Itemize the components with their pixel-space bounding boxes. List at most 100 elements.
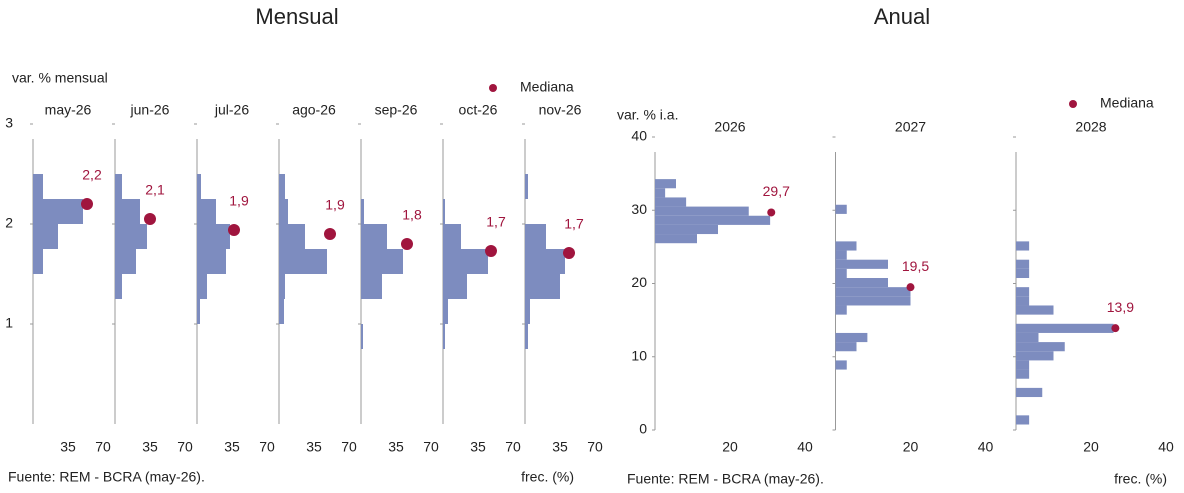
- x-tick-label: 35: [552, 439, 568, 455]
- bar: [655, 188, 666, 198]
- bar: [525, 299, 530, 324]
- median-label: 2,1: [145, 182, 165, 198]
- bar: [279, 199, 288, 224]
- bar: [835, 241, 857, 251]
- bar: [1016, 332, 1039, 343]
- bar: [1016, 241, 1030, 251]
- bar: [1016, 287, 1030, 297]
- bar: [33, 249, 43, 274]
- y-tick-label: 1: [5, 315, 13, 331]
- subplot-title: 2028: [1075, 119, 1106, 135]
- bar: [1016, 296, 1030, 306]
- bar: [655, 215, 771, 225]
- bar: [443, 249, 488, 274]
- median-marker: [1111, 324, 1120, 333]
- median-label: 1,7: [486, 214, 506, 230]
- x-tick-label: 40: [797, 439, 813, 455]
- bar: [197, 299, 200, 324]
- panel-title: Anual: [874, 4, 930, 29]
- median-marker: [563, 247, 575, 259]
- x-tick-label: 20: [722, 439, 738, 455]
- bar: [1016, 268, 1030, 279]
- median-marker: [324, 228, 336, 240]
- y-tick-label: 2: [5, 215, 13, 231]
- bar: [835, 204, 847, 214]
- x-tick-label: 70: [259, 439, 275, 455]
- legend-marker: [1069, 100, 1077, 108]
- bar: [33, 199, 83, 224]
- bar: [279, 224, 305, 249]
- bar: [115, 174, 122, 199]
- bar: [1016, 351, 1054, 361]
- median-label: 1,7: [564, 216, 584, 232]
- subplot-title: ago-26: [292, 102, 336, 118]
- bar: [525, 324, 528, 349]
- x-tick-label: 70: [505, 439, 521, 455]
- median-marker: [906, 283, 915, 292]
- legend-marker: [489, 84, 497, 92]
- bar: [835, 360, 847, 370]
- x-axis-label: frec. (%): [521, 469, 574, 485]
- subplot-title: jun-26: [130, 102, 170, 118]
- y-tick-label: 40: [631, 128, 647, 144]
- x-tick-label: 40: [1158, 439, 1174, 455]
- x-tick-label: 20: [1083, 439, 1099, 455]
- bar: [361, 224, 387, 249]
- panel-title: Mensual: [255, 4, 338, 29]
- bar: [1016, 369, 1030, 379]
- median-label: 2,2: [82, 167, 102, 183]
- bar: [197, 249, 226, 274]
- bar: [655, 234, 697, 244]
- bar: [1016, 259, 1030, 269]
- bar: [197, 199, 216, 224]
- bar: [115, 224, 147, 249]
- source-note: Fuente: REM - BCRA (may-26).: [627, 471, 824, 487]
- bar: [835, 268, 847, 279]
- bar: [115, 199, 140, 224]
- bar: [443, 224, 461, 249]
- bar: [1016, 387, 1043, 398]
- bar: [835, 332, 868, 343]
- bar: [279, 174, 285, 199]
- median-marker: [485, 245, 497, 257]
- y-axis-label: var. % i.a.: [617, 107, 678, 123]
- median-label: 19,5: [902, 258, 929, 274]
- x-tick-label: 70: [423, 439, 439, 455]
- bar: [835, 305, 847, 315]
- bar: [1016, 415, 1030, 425]
- bar: [279, 274, 285, 299]
- legend-label: Mediana: [520, 79, 574, 95]
- median-marker: [81, 198, 93, 210]
- bar: [361, 324, 363, 349]
- bar: [525, 274, 560, 299]
- source-note: Fuente: REM - BCRA (may-26).: [8, 469, 205, 485]
- subplot-title: 2027: [895, 119, 926, 135]
- x-tick-label: 70: [341, 439, 357, 455]
- x-tick-label: 35: [388, 439, 404, 455]
- x-tick-label: 35: [470, 439, 486, 455]
- bar: [835, 287, 911, 297]
- bar: [835, 278, 888, 288]
- bar: [443, 324, 445, 349]
- median-label: 1,9: [229, 193, 249, 209]
- median-label: 1,8: [402, 207, 422, 223]
- subplot-title: sep-26: [375, 102, 418, 118]
- x-tick-label: 20: [903, 439, 919, 455]
- bar: [1016, 305, 1054, 315]
- bar: [835, 296, 911, 306]
- bar: [197, 174, 201, 199]
- bar: [33, 224, 58, 249]
- bar: [655, 197, 687, 207]
- y-tick-label: 20: [631, 274, 647, 290]
- bar: [197, 224, 230, 249]
- median-marker: [401, 238, 413, 250]
- y-tick-label: 0: [639, 421, 647, 437]
- bar: [443, 274, 467, 299]
- subplot-title: may-26: [45, 102, 92, 118]
- subplot-title: 2026: [714, 119, 745, 135]
- subplot-title: nov-26: [539, 102, 582, 118]
- bar: [525, 249, 565, 274]
- x-tick-label: 70: [587, 439, 603, 455]
- y-tick-label: 30: [631, 201, 647, 217]
- median-label: 29,7: [763, 183, 790, 199]
